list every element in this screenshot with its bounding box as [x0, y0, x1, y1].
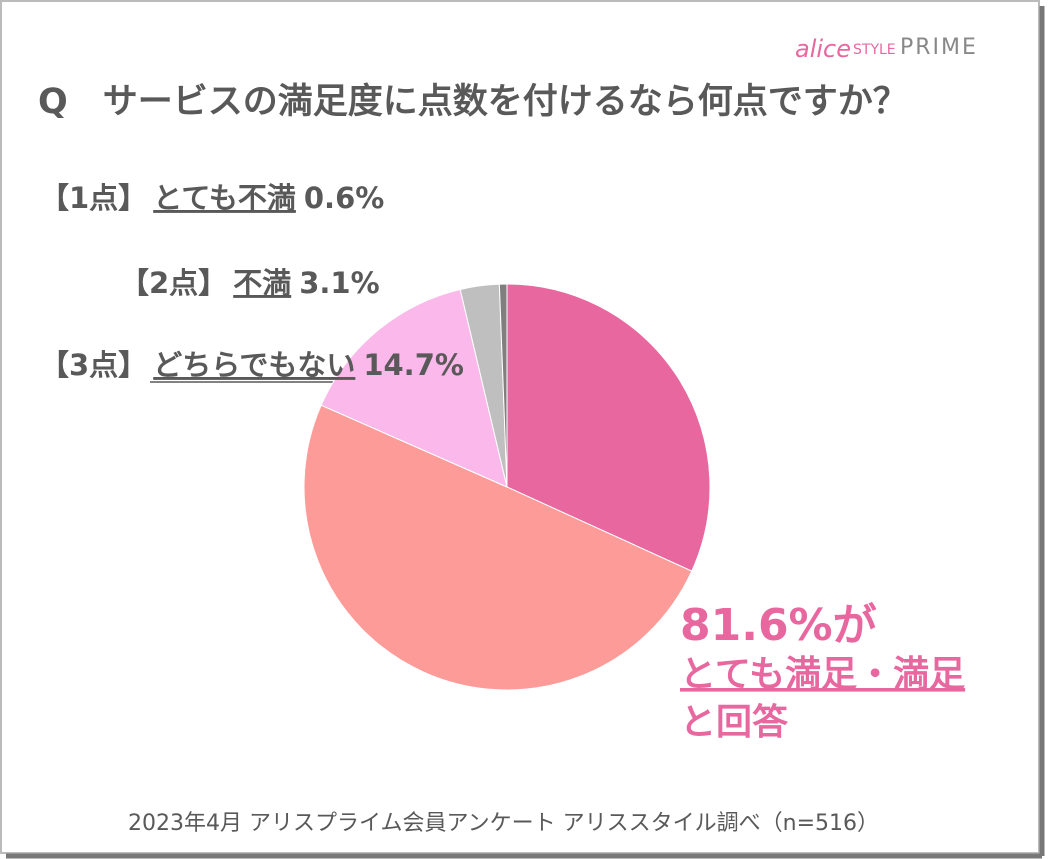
category-label: どちらでもない [153, 348, 355, 382]
value-label: 0.6% [304, 181, 384, 215]
logo-style: STYLE [853, 42, 896, 58]
point-label: 【1点】 [40, 181, 147, 215]
value-label: 3.1% [299, 266, 379, 300]
category-label: とても不満 [153, 181, 296, 215]
logo-script: alice [795, 35, 851, 63]
chart-title: Q サービスの満足度に点数を付けるなら何点ですか？ [38, 82, 908, 122]
source: 2023年4月 アリスプライム会員アンケート アリススタイル調べ（n=516） [128, 811, 879, 836]
slice-label: 【1点】 とても不満 0.6% [40, 181, 384, 215]
point-label: 【2点】 [120, 266, 227, 300]
pie-slice [506, 283, 711, 572]
pie-slice [498, 283, 508, 488]
annotation: 81.6%が [680, 600, 877, 651]
pie-slice [320, 288, 508, 488]
value-label: 14.7% [363, 348, 464, 382]
annotation: とても満足・満足 [680, 654, 965, 695]
category-label: 不満 [233, 266, 291, 300]
slice-label: 【3点】 どちらでもない 14.7% [40, 348, 464, 382]
logo-brand: PRIME [900, 35, 978, 60]
slice-label: 【2点】 不満 3.1% [120, 266, 380, 300]
annotation: と回答 [680, 702, 789, 743]
pie-slice [303, 404, 693, 691]
point-label: 【3点】 [40, 348, 147, 382]
